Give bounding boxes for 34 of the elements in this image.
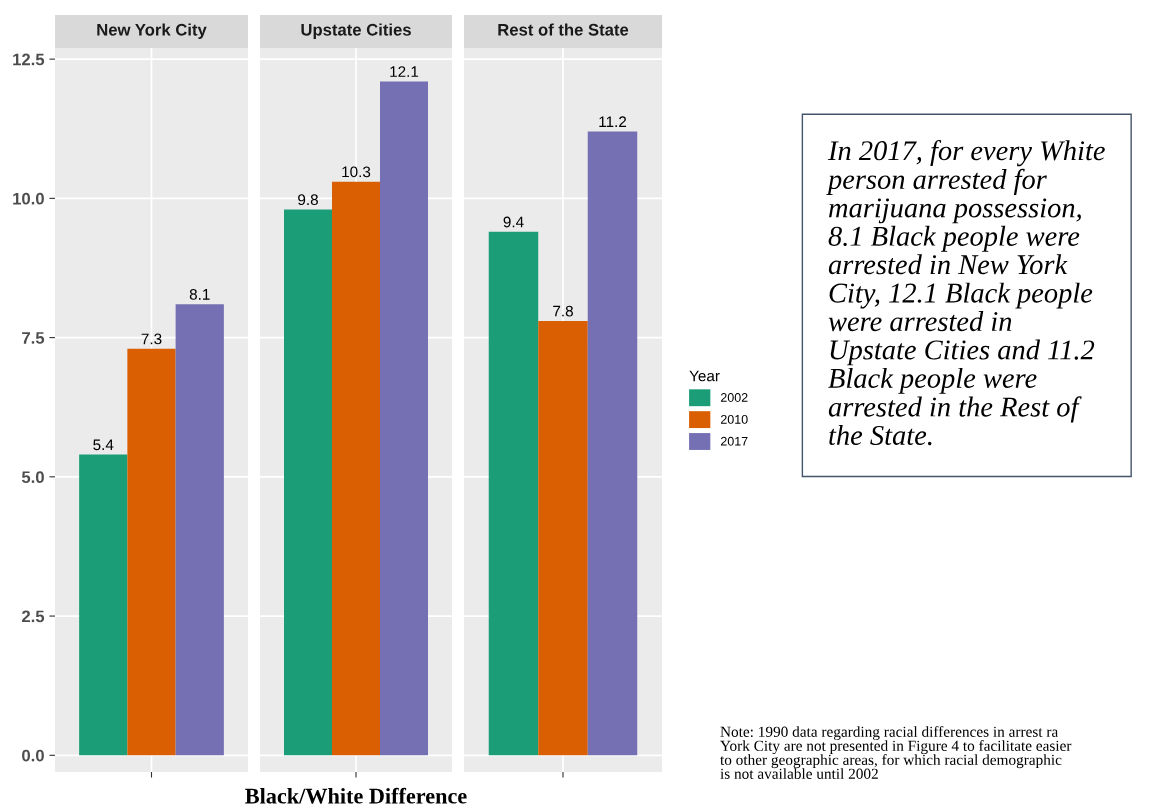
data-label: 9.8 [298, 194, 318, 206]
bar [284, 209, 332, 756]
y-tick-label: 2.5 [21, 610, 45, 623]
data-label: 8.1 [189, 288, 210, 300]
text: Note: 1990 data regarding racial differences in arrest ra York City are not presented in Figure 4 to facilitate easier to other geographic areas, for which racial demographic is not available until 2002 [720, 726, 1072, 779]
legend-label: 2010 [720, 414, 748, 424]
legend-label: 2017 [720, 436, 748, 446]
x-tick-label: Upstate Cities [301, 23, 411, 39]
data-label: 10.3 [342, 166, 371, 178]
legend-label: 2002 [720, 393, 748, 402]
x-tick-label: Rest of the State [498, 23, 629, 36]
text: In 2017, for every White person arrested for marijuana possession, 8.1 Black people were arrested in New York City, 12.1 Black people were arrested in Upstate Cities and 11.2 Black people were arrested in the Rest of the State. [826, 140, 1105, 446]
bar [127, 348, 176, 756]
y-tick-label: 5.0 [21, 471, 44, 484]
bar [332, 181, 380, 756]
y-tick-label: 10.0 [13, 192, 44, 205]
legend-title: Year [689, 370, 720, 382]
bar [175, 304, 224, 756]
bar [488, 231, 539, 756]
data-label: 7.3 [141, 333, 162, 345]
bar [380, 81, 428, 756]
y-tick-label: 7.5 [22, 332, 45, 344]
x-tick-label: New York City [97, 23, 207, 39]
y-tick-label: 0.0 [22, 749, 44, 762]
bar [538, 320, 588, 756]
x-axis-title: Black/White Difference [245, 787, 467, 804]
bar [587, 131, 638, 756]
bar [79, 454, 128, 756]
data-label: 11.2 [599, 116, 627, 127]
data-label: 7.8 [553, 305, 573, 317]
y-tick-label: 12.5 [13, 53, 45, 66]
data-label: 9.4 [503, 216, 524, 228]
data-label: 12.1 [390, 66, 419, 77]
data-label: 5.4 [93, 439, 114, 451]
